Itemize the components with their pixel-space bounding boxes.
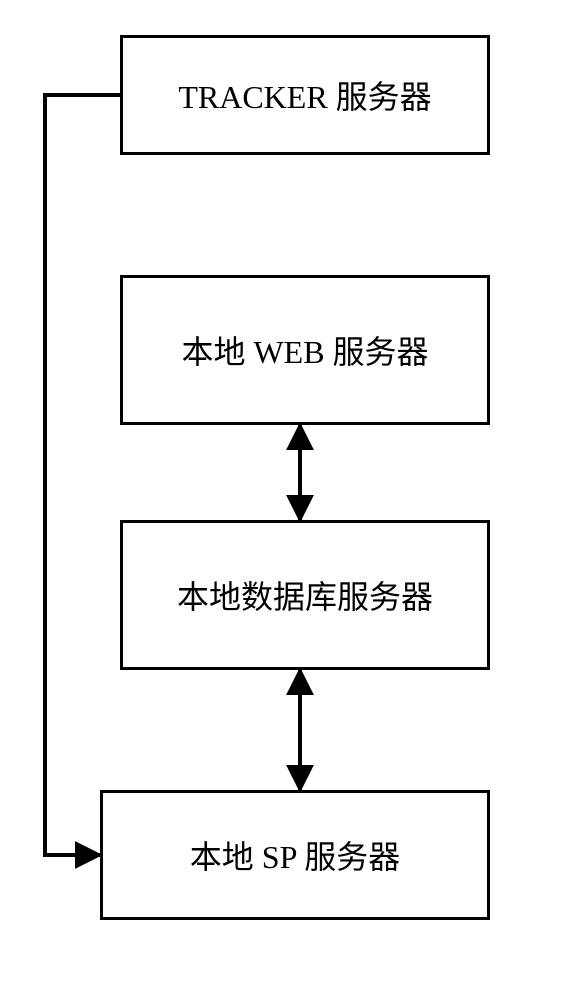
node-sp-label: 本地 SP 服务器 (190, 832, 400, 878)
node-tracker: TRACKER 服务器 (120, 35, 490, 155)
node-web: 本地 WEB 服务器 (120, 275, 490, 425)
edge-tracker-sp (45, 95, 120, 855)
node-web-label: 本地 WEB 服务器 (181, 327, 428, 373)
node-db: 本地数据库服务器 (120, 520, 490, 670)
node-db-label: 本地数据库服务器 (177, 572, 433, 618)
node-sp: 本地 SP 服务器 (100, 790, 490, 920)
node-tracker-label: TRACKER 服务器 (178, 72, 431, 118)
